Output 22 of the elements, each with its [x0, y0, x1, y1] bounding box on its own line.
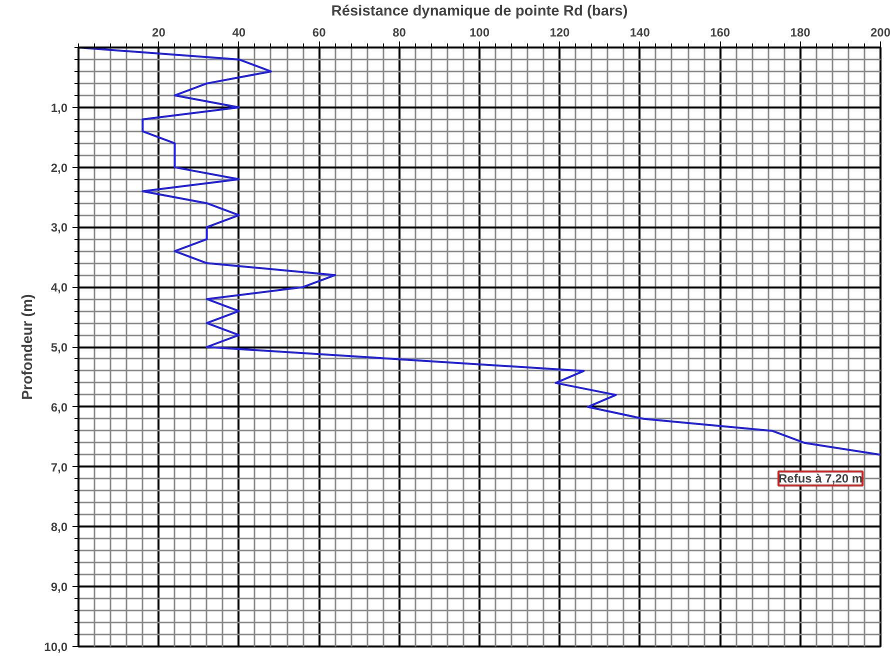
x-tick-label: 160 [710, 26, 730, 40]
x-axis-title: Résistance dynamique de pointe Rd (bars) [331, 4, 628, 20]
y-tick-label: 5,0 [50, 340, 68, 354]
x-tick-label: 140 [630, 26, 650, 40]
y-tick-label: 10,0 [44, 640, 68, 654]
x-tick-label: 180 [790, 26, 811, 40]
x-tick-label: 40 [232, 26, 246, 40]
x-tick-label: 200 [870, 26, 890, 40]
x-tick-label: 100 [469, 26, 490, 40]
y-tick-label: 8,0 [50, 520, 68, 534]
y-tick-label: 9,0 [50, 580, 68, 594]
x-tick-label: 60 [312, 26, 326, 40]
x-tick-label: 80 [392, 26, 406, 40]
y-tick-label: 6,0 [50, 400, 68, 414]
y-axis-title: Profondeur (m) [20, 294, 36, 400]
y-tick-label: 1,0 [50, 100, 68, 115]
x-tick-label: 20 [152, 26, 166, 40]
y-tick-label: 4,0 [50, 280, 68, 295]
y-tick-label: 7,0 [50, 460, 68, 474]
y-tick-label: 3,0 [50, 220, 68, 235]
y-tick-label: 2,0 [50, 160, 68, 175]
x-tick-label: 120 [550, 26, 570, 40]
